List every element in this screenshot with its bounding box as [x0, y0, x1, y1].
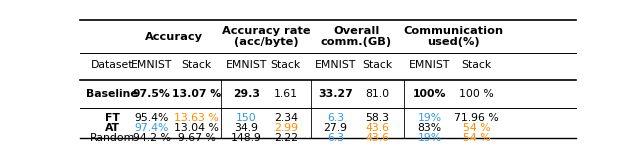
Text: Baseline: Baseline [86, 89, 138, 99]
Text: 19%: 19% [418, 112, 442, 122]
Text: 13.04 %: 13.04 % [174, 123, 219, 133]
Text: 2.34: 2.34 [274, 112, 298, 122]
Text: 29.3: 29.3 [233, 89, 260, 99]
Text: Stack: Stack [461, 60, 492, 70]
Text: 34.9: 34.9 [234, 123, 258, 133]
Text: 2.99: 2.99 [274, 123, 298, 133]
Text: 97.5%: 97.5% [133, 89, 171, 99]
Text: Stack: Stack [271, 60, 301, 70]
Text: Dataset: Dataset [91, 60, 134, 70]
Text: Stack: Stack [362, 60, 393, 70]
Text: Random: Random [90, 133, 135, 143]
Text: Accuracy rate
(acc/byte): Accuracy rate (acc/byte) [221, 26, 310, 47]
Text: Communication
used(%): Communication used(%) [403, 26, 503, 47]
Text: 43.6: 43.6 [365, 133, 390, 143]
Text: 1.61: 1.61 [274, 89, 298, 99]
Text: FT: FT [105, 112, 120, 122]
Text: Overall
comm.(GB): Overall comm.(GB) [321, 26, 392, 47]
Text: 150: 150 [236, 112, 257, 122]
Text: EMNIST: EMNIST [315, 60, 356, 70]
Text: 2.22: 2.22 [274, 133, 298, 143]
Text: 81.0: 81.0 [365, 89, 390, 99]
Text: EMNIST: EMNIST [409, 60, 451, 70]
Text: 33.27: 33.27 [318, 89, 353, 99]
Text: 54 %: 54 % [463, 123, 491, 133]
Text: 54 %: 54 % [463, 133, 491, 143]
Text: 83%: 83% [418, 123, 442, 133]
Text: 95.4%: 95.4% [135, 112, 169, 122]
Text: 13.07 %: 13.07 % [172, 89, 221, 99]
Text: 97.4%: 97.4% [135, 123, 169, 133]
Text: Stack: Stack [181, 60, 212, 70]
Text: 43.6: 43.6 [365, 123, 390, 133]
Text: 13.63 %: 13.63 % [174, 112, 219, 122]
Text: 100 %: 100 % [460, 89, 494, 99]
Text: AT: AT [105, 123, 120, 133]
Text: 100%: 100% [413, 89, 447, 99]
Text: 6.3: 6.3 [327, 112, 344, 122]
Text: 19%: 19% [418, 133, 442, 143]
Text: 71.96 %: 71.96 % [454, 112, 499, 122]
Text: 9.67 %: 9.67 % [178, 133, 216, 143]
Text: EMNIST: EMNIST [225, 60, 267, 70]
Text: Accuracy: Accuracy [145, 32, 204, 42]
Text: 94.2 %: 94.2 % [133, 133, 171, 143]
Text: 58.3: 58.3 [365, 112, 390, 122]
Text: 27.9: 27.9 [323, 123, 348, 133]
Text: 148.9: 148.9 [231, 133, 262, 143]
Text: EMNIST: EMNIST [131, 60, 173, 70]
Text: 6.3: 6.3 [327, 133, 344, 143]
